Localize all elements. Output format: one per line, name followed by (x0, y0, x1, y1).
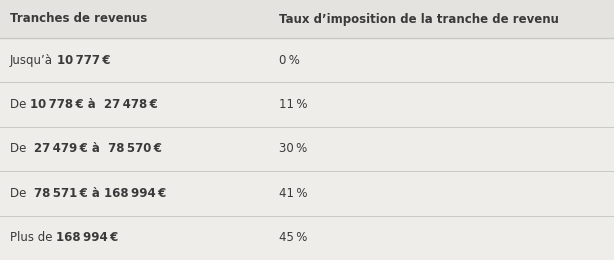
Bar (0, 216, 614, 260)
Text: 78 571 € à 168 994 €: 78 571 € à 168 994 € (34, 187, 166, 200)
Text: 27 479 € à  78 570 €: 27 479 € à 78 570 € (34, 142, 161, 155)
Text: Taux d’imposition de la tranche de revenu: Taux d’imposition de la tranche de reven… (279, 12, 559, 25)
Bar (0, 0, 614, 38)
Text: 30 %: 30 % (279, 142, 308, 155)
Text: De: De (10, 98, 30, 111)
Text: 45 %: 45 % (279, 231, 308, 244)
Text: 11 %: 11 % (279, 98, 308, 111)
Text: 0 %: 0 % (279, 54, 300, 67)
Text: 10 777 €: 10 777 € (56, 54, 111, 67)
Bar (0, 38, 614, 82)
Bar (0, 82, 614, 127)
Text: De: De (10, 142, 34, 155)
Bar (0, 171, 614, 216)
Text: Plus de: Plus de (10, 231, 56, 244)
Text: 168 994 €: 168 994 € (56, 231, 119, 244)
Text: Jusqu’à: Jusqu’à (10, 54, 56, 67)
Bar (0, 127, 614, 171)
Text: 41 %: 41 % (279, 187, 308, 200)
Text: De: De (10, 187, 34, 200)
Text: Tranches de revenus: Tranches de revenus (10, 12, 147, 25)
Text: 10 778 € à  27 478 €: 10 778 € à 27 478 € (30, 98, 158, 111)
